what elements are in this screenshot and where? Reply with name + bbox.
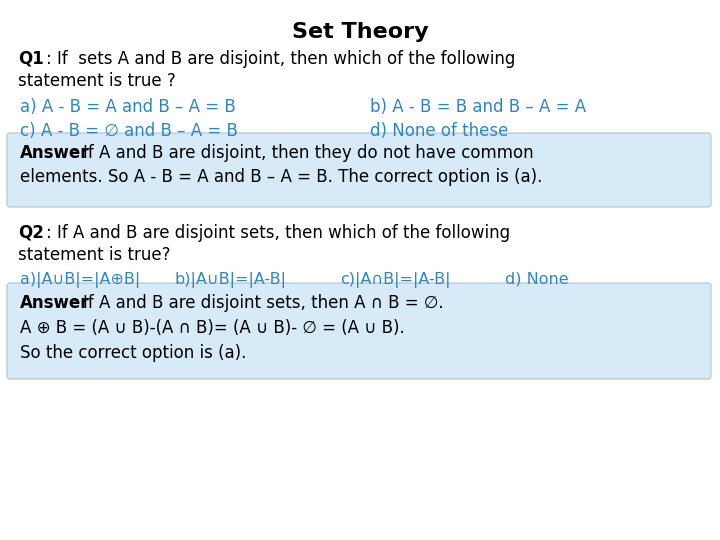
Text: d) None of these: d) None of these [370, 122, 508, 140]
Text: Q2: Q2 [18, 224, 44, 242]
FancyBboxPatch shape [7, 283, 711, 379]
Text: So the correct option is (a).: So the correct option is (a). [20, 344, 246, 362]
Text: b) A - B = B and B – A = A: b) A - B = B and B – A = A [370, 98, 586, 116]
Text: a) A - B = A and B – A = B: a) A - B = A and B – A = B [20, 98, 235, 116]
Text: b)|A∪B|=|A-B|: b)|A∪B|=|A-B| [175, 272, 287, 288]
Text: c)|A∩B|=|A-B|: c)|A∩B|=|A-B| [340, 272, 451, 288]
Text: : If  sets A and B are disjoint, then which of the following: : If sets A and B are disjoint, then whi… [46, 50, 516, 68]
Text: Q1: Q1 [18, 50, 44, 68]
Text: d) None: d) None [505, 272, 569, 287]
Text: statement is true?: statement is true? [18, 246, 171, 264]
Text: A ⊕ B = (A ∪ B)-(A ∩ B)= (A ∪ B)- ∅ = (A ∪ B).: A ⊕ B = (A ∪ B)-(A ∩ B)= (A ∪ B)- ∅ = (A… [20, 319, 405, 337]
Text: Answer: Answer [20, 144, 89, 162]
Text: : If A and B are disjoint sets, then which of the following: : If A and B are disjoint sets, then whi… [46, 224, 510, 242]
Text: : If A and B are disjoint, then they do not have common: : If A and B are disjoint, then they do … [72, 144, 534, 162]
Text: Answer: Answer [20, 294, 89, 312]
Text: elements. So A - B = A and B – A = B. The correct option is (a).: elements. So A - B = A and B – A = B. Th… [20, 168, 542, 186]
Text: statement is true ?: statement is true ? [18, 72, 176, 90]
Text: Set Theory: Set Theory [292, 22, 428, 42]
Text: c) A - B = ∅ and B – A = B: c) A - B = ∅ and B – A = B [20, 122, 238, 140]
Text: a)|A∪B|=|A⊕B|: a)|A∪B|=|A⊕B| [20, 272, 140, 288]
FancyBboxPatch shape [7, 133, 711, 207]
Text: : If A and B are disjoint sets, then A ∩ B = ∅.: : If A and B are disjoint sets, then A ∩… [72, 294, 444, 312]
